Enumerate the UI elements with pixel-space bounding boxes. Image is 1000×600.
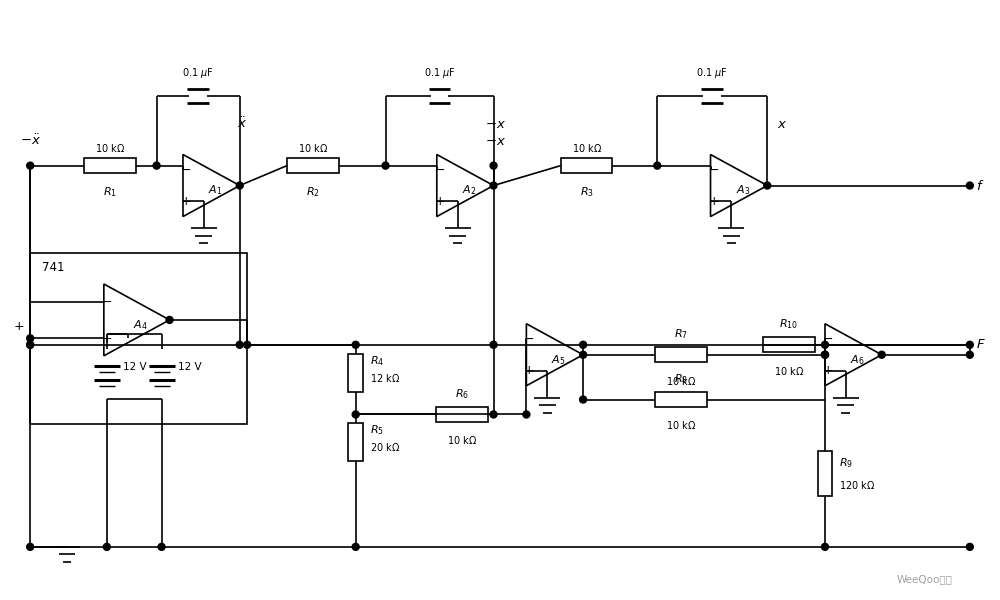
Circle shape xyxy=(244,341,251,348)
Text: $R_6$: $R_6$ xyxy=(455,387,469,401)
Circle shape xyxy=(580,351,587,358)
Circle shape xyxy=(382,162,389,169)
Text: 741: 741 xyxy=(42,261,65,274)
Circle shape xyxy=(966,182,973,189)
Text: $+$: $+$ xyxy=(523,364,535,377)
Text: $10\ \mathrm{k}\Omega$: $10\ \mathrm{k}\Omega$ xyxy=(298,142,328,154)
Text: $+$: $+$ xyxy=(101,332,113,345)
Text: $10\ \mathrm{k}\Omega$: $10\ \mathrm{k}\Omega$ xyxy=(666,419,696,431)
Text: WeeQoo维库: WeeQoo维库 xyxy=(897,574,953,584)
Circle shape xyxy=(966,341,973,348)
Circle shape xyxy=(822,351,828,358)
Circle shape xyxy=(490,162,497,169)
Bar xyxy=(561,158,612,173)
Text: $0.1\ \mu\mathrm{F}$: $0.1\ \mu\mathrm{F}$ xyxy=(424,66,455,80)
Circle shape xyxy=(352,411,359,418)
Text: $R_2$: $R_2$ xyxy=(306,185,320,199)
Bar xyxy=(655,392,707,407)
Text: $-$: $-$ xyxy=(708,163,719,176)
Text: $R_{10}$: $R_{10}$ xyxy=(779,317,798,331)
Circle shape xyxy=(490,182,497,189)
Circle shape xyxy=(166,316,173,323)
Text: $-x$: $-x$ xyxy=(485,118,506,131)
Circle shape xyxy=(523,411,530,418)
Bar xyxy=(287,158,339,173)
Text: $A_3$: $A_3$ xyxy=(736,184,750,197)
Text: $+$: $+$ xyxy=(822,364,833,377)
Text: $120\ \mathrm{k}\Omega$: $120\ \mathrm{k}\Omega$ xyxy=(839,479,875,491)
Text: $\ddot{x}$: $\ddot{x}$ xyxy=(237,116,247,131)
Text: $-\ddot{x}$: $-\ddot{x}$ xyxy=(20,133,41,148)
Text: $R_7$: $R_7$ xyxy=(674,327,688,341)
Bar xyxy=(84,158,136,173)
Text: $R_5$: $R_5$ xyxy=(370,424,384,437)
Circle shape xyxy=(822,544,828,550)
Circle shape xyxy=(27,162,34,169)
Text: $+$: $+$ xyxy=(708,195,719,208)
Circle shape xyxy=(654,162,661,169)
Text: $+$: $+$ xyxy=(434,195,445,208)
Circle shape xyxy=(580,396,587,403)
Text: $R_8$: $R_8$ xyxy=(674,372,688,386)
Text: $20\ \mathrm{k}\Omega$: $20\ \mathrm{k}\Omega$ xyxy=(370,442,400,454)
Text: $+$: $+$ xyxy=(13,320,24,333)
Bar xyxy=(763,337,815,352)
Circle shape xyxy=(490,411,497,418)
Circle shape xyxy=(822,351,828,358)
Circle shape xyxy=(27,341,34,348)
Circle shape xyxy=(490,341,497,348)
Text: $10\ \mathrm{k}\Omega$: $10\ \mathrm{k}\Omega$ xyxy=(666,374,696,386)
Text: $A_4$: $A_4$ xyxy=(133,318,148,332)
Text: $A_1$: $A_1$ xyxy=(208,184,223,197)
Circle shape xyxy=(822,341,828,348)
Circle shape xyxy=(352,341,359,348)
Circle shape xyxy=(27,341,34,348)
Text: $0.1\ \mu\mathrm{F}$: $0.1\ \mu\mathrm{F}$ xyxy=(696,66,728,80)
Circle shape xyxy=(27,544,34,550)
Bar xyxy=(348,424,363,461)
Text: $-$: $-$ xyxy=(434,163,445,176)
Circle shape xyxy=(153,162,160,169)
Circle shape xyxy=(966,351,973,358)
Circle shape xyxy=(966,544,973,550)
Text: $12\ \mathrm{k}\Omega$: $12\ \mathrm{k}\Omega$ xyxy=(370,371,400,383)
Circle shape xyxy=(878,351,885,358)
Circle shape xyxy=(352,544,359,550)
Bar xyxy=(348,354,363,392)
Text: $x$: $x$ xyxy=(777,118,787,131)
Text: $-$: $-$ xyxy=(180,163,191,176)
Circle shape xyxy=(580,341,587,348)
Text: $10\ \mathrm{k}\Omega$: $10\ \mathrm{k}\Omega$ xyxy=(447,434,477,446)
Text: $-x$: $-x$ xyxy=(485,135,506,148)
Text: 12 V: 12 V xyxy=(178,362,201,371)
Text: $A_6$: $A_6$ xyxy=(850,353,865,367)
Bar xyxy=(30,253,247,424)
Text: $R_4$: $R_4$ xyxy=(370,354,384,368)
Bar xyxy=(436,407,488,422)
Text: $10\ \mathrm{k}\Omega$: $10\ \mathrm{k}\Omega$ xyxy=(774,365,804,377)
Circle shape xyxy=(236,341,243,348)
Text: $f$: $f$ xyxy=(976,179,984,193)
Text: $A_2$: $A_2$ xyxy=(462,184,476,197)
Text: $F$: $F$ xyxy=(976,338,986,351)
Text: $R_3$: $R_3$ xyxy=(580,185,594,199)
Circle shape xyxy=(103,544,110,550)
Text: $0.1\ \mu\mathrm{F}$: $0.1\ \mu\mathrm{F}$ xyxy=(182,66,214,80)
Bar xyxy=(655,347,707,362)
Circle shape xyxy=(158,544,165,550)
Text: $-$: $-$ xyxy=(523,332,535,346)
Text: $-$: $-$ xyxy=(101,295,112,308)
Circle shape xyxy=(764,182,771,189)
Text: 12 V: 12 V xyxy=(123,362,146,371)
Text: $10\ \mathrm{k}\Omega$: $10\ \mathrm{k}\Omega$ xyxy=(572,142,602,154)
Circle shape xyxy=(236,182,243,189)
Text: $-$: $-$ xyxy=(822,332,833,346)
Text: $10\ \mathrm{k}\Omega$: $10\ \mathrm{k}\Omega$ xyxy=(95,142,125,154)
Text: $R_1$: $R_1$ xyxy=(103,185,117,199)
Text: $R_9$: $R_9$ xyxy=(839,457,853,470)
Text: $+$: $+$ xyxy=(180,195,191,208)
Text: $A_5$: $A_5$ xyxy=(551,353,566,367)
Circle shape xyxy=(27,335,34,342)
Bar xyxy=(818,451,832,496)
